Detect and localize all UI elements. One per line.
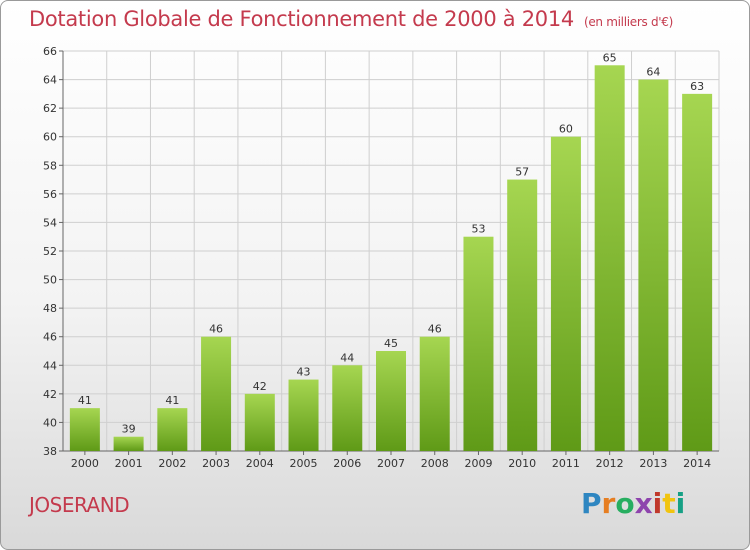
x-tick-label-2008: 2008: [421, 457, 449, 470]
data-label-2006: 44: [340, 351, 354, 364]
data-label-2000: 41: [78, 394, 92, 407]
x-tick-label-2011: 2011: [552, 457, 580, 470]
y-tick-label: 64: [43, 74, 57, 87]
data-label-2005: 43: [297, 366, 311, 379]
logo-letter: o: [615, 487, 635, 520]
x-tick-label-2004: 2004: [246, 457, 274, 470]
y-tick-label: 56: [43, 188, 57, 201]
x-tick-label-2009: 2009: [464, 457, 492, 470]
x-tick-label-2013: 2013: [639, 457, 667, 470]
bar-2011: [550, 136, 581, 451]
data-label-2004: 42: [253, 380, 267, 393]
data-label-2001: 39: [122, 423, 136, 436]
bar-2004: [244, 393, 275, 451]
bar-2000: [69, 408, 100, 451]
data-label-2003: 46: [209, 323, 223, 336]
labels: 38 40 42 44 46 48 50 52 54 56 58 60 62 64 66 41 2000 39 20…: [43, 45, 711, 470]
chart-title-text: Dotation Globale de Fonctionnement de 20…: [29, 7, 574, 31]
logo-letter: P: [581, 487, 602, 520]
y-tick-label: 60: [43, 131, 57, 144]
data-label-2010: 57: [515, 166, 529, 179]
x-tick-label-2001: 2001: [115, 457, 143, 470]
chart-title: Dotation Globale de Fonctionnement de 20…: [29, 7, 673, 31]
bar-2008: [419, 336, 450, 451]
data-label-2007: 45: [384, 337, 398, 350]
data-label-2009: 53: [471, 223, 485, 236]
bar-2014: [682, 93, 713, 451]
x-tick-label-2010: 2010: [508, 457, 536, 470]
x-tick-label-2005: 2005: [290, 457, 318, 470]
commune-name: JOSERAND: [29, 493, 130, 517]
data-label-2014: 63: [690, 80, 704, 93]
data-label-2013: 64: [646, 66, 660, 79]
bar-2007: [376, 351, 406, 451]
y-tick-label: 66: [43, 45, 57, 58]
y-tick-label: 58: [43, 159, 57, 172]
data-label-2002: 41: [165, 394, 179, 407]
y-tick-label: 52: [43, 245, 57, 258]
y-tick-label: 44: [43, 359, 57, 372]
x-tick-label-2000: 2000: [71, 457, 99, 470]
data-label-2008: 46: [428, 323, 442, 336]
bar-2013: [638, 79, 669, 452]
logo-letter: x: [634, 487, 653, 520]
y-tick-label: 50: [43, 274, 57, 287]
bars: [69, 65, 713, 452]
x-tick-label-2003: 2003: [202, 457, 230, 470]
data-label-2012: 65: [603, 51, 617, 64]
logo-letter: r: [601, 487, 616, 520]
x-tick-label-2012: 2012: [596, 457, 624, 470]
y-tick-label: 48: [43, 302, 57, 315]
x-tick-label-2007: 2007: [377, 457, 405, 470]
logo-letter: t: [662, 487, 676, 520]
y-tick-label: 54: [43, 216, 57, 229]
bar-2005: [288, 379, 319, 451]
logo-letter: i: [675, 487, 686, 520]
bar-2001: [113, 436, 144, 451]
bar-2012: [594, 65, 625, 452]
bar-2010: [507, 179, 538, 452]
x-tick-label-2006: 2006: [333, 457, 361, 470]
logo-letter: i: [652, 487, 663, 520]
x-tick-label-2002: 2002: [158, 457, 186, 470]
x-tick-label-2014: 2014: [683, 457, 711, 470]
bar-2006: [332, 365, 363, 451]
data-label-2011: 60: [559, 123, 573, 136]
y-tick-label: 42: [43, 388, 57, 401]
y-tick-label: 38: [43, 445, 57, 458]
y-tick-label: 40: [43, 416, 57, 429]
bar-2009: [463, 236, 494, 451]
chart-unit: (en milliers d'€): [583, 15, 673, 29]
bar-2003: [201, 336, 232, 451]
y-tick-label: 46: [43, 331, 57, 344]
y-tick-label: 62: [43, 102, 57, 115]
bar-2002: [157, 408, 188, 451]
proxiti-logo: Proxiti: [581, 487, 685, 520]
